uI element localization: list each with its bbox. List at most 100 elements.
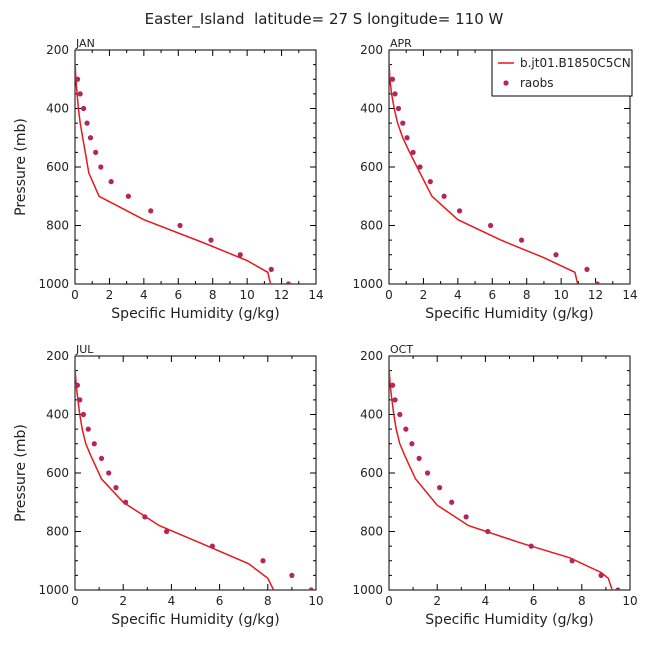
- y-tick-label: 200: [46, 43, 69, 57]
- raobs-point: [208, 237, 214, 243]
- model-series-line: [75, 61, 272, 284]
- x-tick-label: 10: [240, 288, 255, 302]
- raobs-point: [260, 558, 266, 564]
- raobs-point: [417, 164, 423, 170]
- raobs-point: [416, 455, 422, 461]
- plot-area: [389, 61, 600, 284]
- x-tick-label: 8: [523, 288, 531, 302]
- raobs-point: [615, 587, 621, 590]
- model-series-line: [75, 367, 275, 590]
- x-tick-label: 0: [385, 594, 393, 608]
- raobs-point: [456, 208, 463, 214]
- model-series-line: [389, 367, 613, 590]
- x-tick-label: 14: [622, 288, 637, 302]
- y-tick-label: 400: [46, 408, 69, 422]
- x-tick-label: 6: [174, 288, 182, 302]
- raobs-point: [125, 193, 131, 199]
- raobs-point: [397, 411, 403, 418]
- raobs-point: [427, 179, 433, 185]
- raobs-point: [163, 528, 170, 535]
- y-tick-label: 600: [46, 160, 69, 174]
- x-axis-label: Specific Humidity (g/kg): [111, 612, 279, 628]
- x-tick-label: 0: [71, 594, 79, 608]
- panel-label: APR: [390, 37, 412, 50]
- y-tick-label: 1000: [352, 583, 383, 597]
- y-tick-label: 600: [360, 466, 383, 480]
- raobs-point: [289, 572, 295, 578]
- raobs-point: [237, 252, 243, 258]
- raobs-point: [98, 164, 104, 170]
- x-tick-label: 6: [216, 594, 224, 608]
- raobs-point: [308, 587, 314, 590]
- y-tick-label: 600: [360, 160, 383, 174]
- y-tick-label: 1000: [38, 277, 69, 291]
- x-tick-label: 2: [106, 288, 114, 302]
- y-axis-label: Pressure (mb): [13, 118, 29, 216]
- raobs-point: [487, 222, 494, 229]
- y-tick-label: 400: [360, 102, 383, 116]
- panel-label: JUL: [75, 343, 94, 356]
- x-tick-label: 8: [264, 594, 272, 608]
- y-tick-label: 800: [46, 525, 69, 539]
- figure-title: Easter_Island latitude= 27 S longitude= …: [145, 10, 504, 29]
- raobs-point: [91, 441, 97, 447]
- y-tick-label: 1000: [38, 583, 69, 597]
- x-tick-label: 2: [420, 288, 428, 302]
- raobs-point: [441, 193, 447, 199]
- raobs-point: [77, 91, 83, 97]
- x-tick-label: 2: [119, 594, 127, 608]
- y-tick-label: 800: [46, 219, 69, 233]
- x-tick-label: 4: [482, 594, 490, 608]
- x-tick-label: 8: [578, 594, 586, 608]
- legend-label: b.jt01.B1850C5CN: [520, 56, 631, 70]
- raobs-point: [598, 572, 604, 578]
- y-tick-label: 1000: [352, 277, 383, 291]
- raobs-point: [142, 514, 148, 520]
- raobs-point: [395, 105, 402, 112]
- raobs-point: [75, 382, 81, 388]
- panel-jan: JAN 0 2 4 6 8 10 12 14 200 400 600 800 1000 Specific H…: [13, 37, 324, 322]
- x-tick-label: 12: [274, 288, 289, 302]
- raobs-point: [123, 499, 129, 505]
- raobs-point: [410, 149, 416, 155]
- legend-label: raobs: [520, 76, 554, 90]
- x-tick-label: 14: [308, 288, 323, 302]
- raobs-point: [93, 149, 99, 155]
- raobs-point: [518, 237, 525, 243]
- raobs-point: [463, 514, 469, 520]
- y-tick-label: 600: [46, 466, 69, 480]
- raobs-point: [85, 426, 91, 432]
- plot-area: [75, 61, 292, 284]
- x-tick-label: 6: [530, 594, 538, 608]
- raobs-point: [113, 485, 119, 491]
- legend-point-swatch: [503, 80, 509, 86]
- raobs-point: [81, 105, 87, 112]
- y-axis-label: Pressure (mb): [13, 424, 29, 522]
- raobs-point: [437, 485, 443, 491]
- raobs-point: [553, 252, 559, 258]
- x-tick-label: 8: [209, 288, 217, 302]
- raobs-point: [77, 397, 83, 403]
- legend: b.jt01.B1850C5CN raobs: [491, 49, 633, 97]
- raobs-point: [108, 179, 114, 185]
- y-tick-label: 400: [46, 102, 69, 116]
- raobs-point: [449, 499, 455, 505]
- y-tick-label: 200: [46, 349, 69, 363]
- raobs-point: [424, 470, 431, 476]
- x-tick-label: 4: [454, 288, 462, 302]
- plot-area: [389, 367, 621, 590]
- raobs-point: [106, 470, 112, 476]
- y-tick-label: 400: [360, 408, 383, 422]
- raobs-point: [409, 441, 415, 447]
- raobs-point: [98, 455, 105, 461]
- x-tick-label: 12: [588, 288, 603, 302]
- raobs-point: [528, 543, 534, 549]
- panel-oct: OCT 0 2 4 6 8 10 200 400 600 800 1000 Specific Humid…: [352, 343, 637, 628]
- raobs-point: [594, 281, 600, 284]
- panel-jul: JUL 0 2 4 6 8 10 200 400 600 800 1000 Specific Humid…: [13, 343, 324, 628]
- y-tick-label: 800: [360, 525, 383, 539]
- raobs-point: [80, 411, 87, 418]
